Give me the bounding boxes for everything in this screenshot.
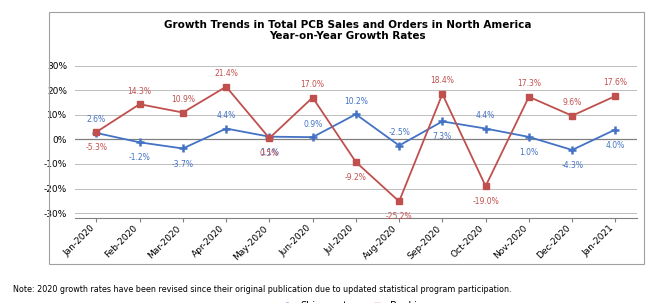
Bookings (136, 102, 144, 106)
Text: 4.0%: 4.0% (606, 141, 625, 150)
Text: 4.4%: 4.4% (476, 111, 495, 120)
Text: Growth Trends in Total PCB Sales and Orders in North America
Year-on-Year Growth: Growth Trends in Total PCB Sales and Ord… (164, 20, 532, 41)
Shipments (482, 127, 489, 130)
Shipments (352, 112, 360, 116)
Shipments (92, 131, 100, 135)
Text: -9.2%: -9.2% (345, 173, 367, 182)
Shipments (136, 141, 144, 144)
Bookings (568, 114, 576, 118)
Text: -25.2%: -25.2% (386, 212, 413, 221)
Text: 17.6%: 17.6% (603, 78, 627, 88)
Text: 9.6%: 9.6% (562, 98, 582, 107)
Bookings (265, 136, 273, 140)
Shipments (265, 135, 273, 138)
Text: 2.6%: 2.6% (87, 115, 106, 124)
Text: Note: 2020 growth rates have been revised since their original publication due t: Note: 2020 growth rates have been revise… (13, 285, 512, 294)
Shipments (525, 135, 533, 139)
Bookings (482, 184, 489, 188)
Text: -5.3%: -5.3% (85, 143, 107, 152)
Shipments (309, 135, 317, 139)
Bookings (352, 160, 360, 164)
Text: 4.4%: 4.4% (216, 111, 236, 120)
Text: 18.4%: 18.4% (430, 76, 454, 85)
Text: -19.0%: -19.0% (473, 197, 499, 206)
Text: 1.0%: 1.0% (519, 148, 538, 157)
Text: -3.7%: -3.7% (172, 160, 194, 168)
Shipments (439, 120, 447, 123)
Bookings (395, 200, 403, 203)
Shipments (179, 147, 187, 150)
Text: 0.5%: 0.5% (260, 149, 279, 158)
Text: 1.1%: 1.1% (260, 148, 279, 157)
Bookings (92, 130, 100, 134)
Bookings (179, 111, 187, 114)
Shipments (222, 127, 230, 130)
Text: 17.0%: 17.0% (300, 80, 324, 89)
Text: 0.9%: 0.9% (303, 120, 322, 128)
Text: 7.3%: 7.3% (433, 132, 452, 142)
Line: Shipments: Shipments (92, 110, 619, 154)
Bookings (525, 95, 533, 98)
Bookings (439, 92, 447, 96)
Text: 10.2%: 10.2% (344, 97, 368, 106)
Text: -2.5%: -2.5% (388, 128, 410, 137)
Text: 17.3%: 17.3% (517, 79, 541, 88)
Bookings (222, 85, 230, 88)
Bookings (309, 96, 317, 99)
Bookings (612, 94, 619, 98)
Text: 14.3%: 14.3% (127, 87, 151, 95)
Legend: Shipments, Bookings: Shipments, Bookings (277, 301, 435, 303)
Shipments (568, 148, 576, 152)
Line: Bookings: Bookings (94, 84, 618, 204)
Text: 21.4%: 21.4% (214, 69, 238, 78)
Text: 10.9%: 10.9% (171, 95, 195, 104)
Shipments (612, 128, 619, 132)
Text: -4.3%: -4.3% (561, 161, 583, 170)
Text: -1.2%: -1.2% (129, 153, 151, 162)
Shipments (395, 144, 403, 147)
